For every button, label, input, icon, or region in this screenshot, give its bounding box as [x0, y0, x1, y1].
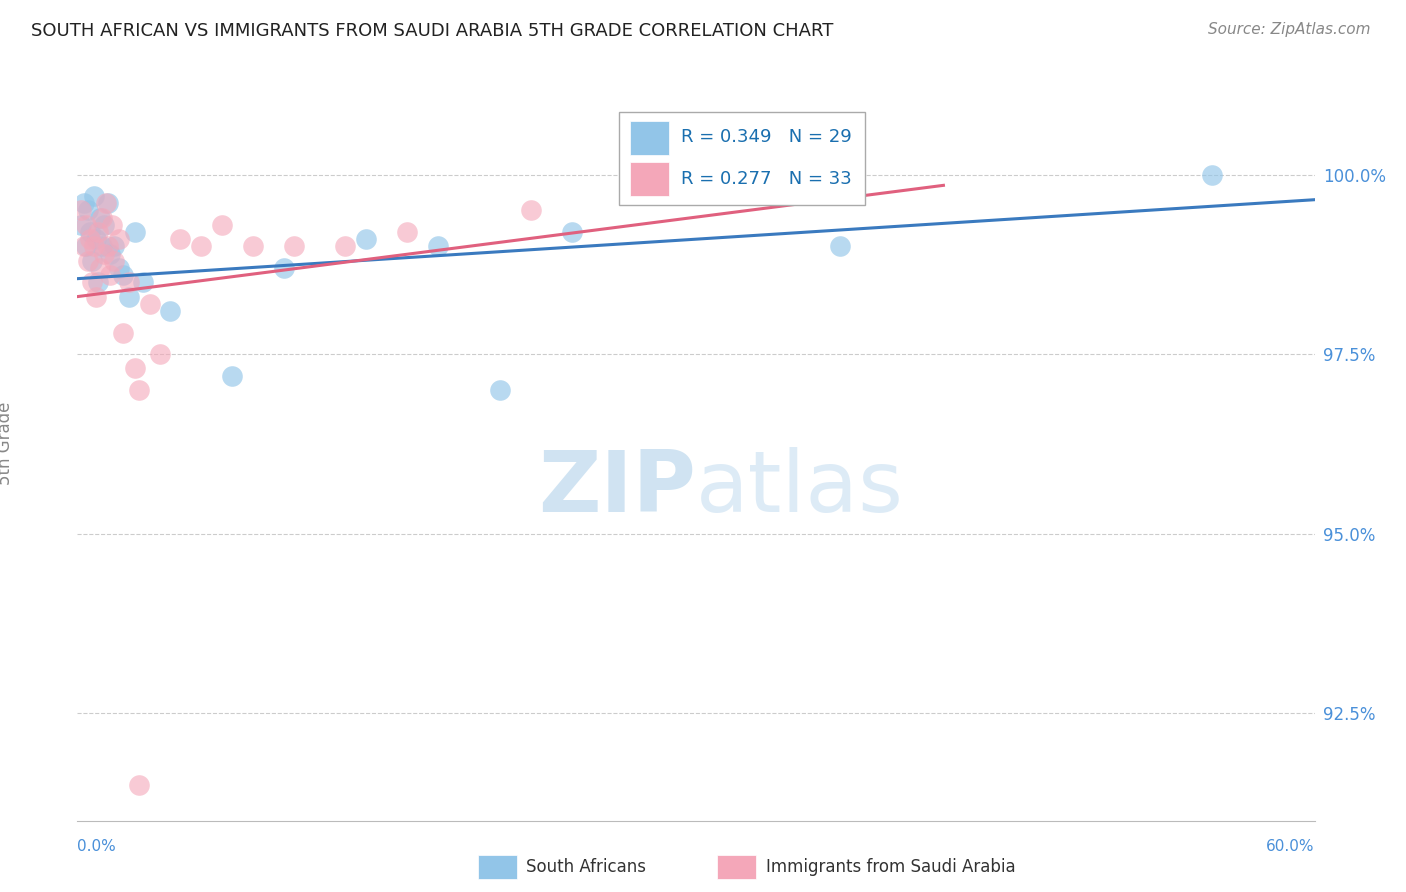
- Point: [830, 239, 852, 253]
- Point: [96, 196, 118, 211]
- Point: [70, 218, 93, 232]
- Point: [103, 253, 125, 268]
- Point: [75, 218, 97, 232]
- Point: [101, 218, 124, 232]
- Point: [124, 225, 146, 239]
- Point: [87, 275, 110, 289]
- Point: [83, 189, 105, 203]
- Point: [84, 232, 107, 246]
- Point: [80, 253, 103, 268]
- Text: atlas: atlas: [696, 448, 904, 531]
- Point: [79, 232, 101, 246]
- Point: [76, 203, 98, 218]
- Point: [132, 275, 155, 289]
- Point: [169, 232, 191, 246]
- Point: [89, 260, 111, 275]
- Point: [211, 218, 233, 232]
- Point: [283, 239, 305, 253]
- Point: [273, 260, 295, 275]
- Point: [118, 275, 141, 289]
- Text: Immigrants from Saudi Arabia: Immigrants from Saudi Arabia: [766, 858, 1017, 876]
- Point: [118, 290, 141, 304]
- Text: SOUTH AFRICAN VS IMMIGRANTS FROM SAUDI ARABIA 5TH GRADE CORRELATION CHART: SOUTH AFRICAN VS IMMIGRANTS FROM SAUDI A…: [31, 22, 834, 40]
- Point: [354, 232, 377, 246]
- Point: [84, 290, 107, 304]
- Text: 5th Grade: 5th Grade: [0, 402, 14, 485]
- Text: 0.0%: 0.0%: [77, 839, 117, 855]
- Point: [91, 239, 114, 253]
- Point: [427, 239, 450, 253]
- Point: [489, 383, 512, 397]
- Point: [111, 268, 134, 282]
- Point: [149, 347, 172, 361]
- Point: [138, 297, 160, 311]
- Point: [190, 239, 212, 253]
- Point: [520, 203, 543, 218]
- Point: [70, 203, 93, 218]
- Point: [396, 225, 419, 239]
- Point: [107, 260, 129, 275]
- Point: [124, 361, 146, 376]
- Point: [97, 239, 120, 253]
- Text: 60.0%: 60.0%: [1267, 839, 1315, 855]
- Text: R = 0.349   N = 29: R = 0.349 N = 29: [681, 128, 851, 145]
- Point: [80, 275, 103, 289]
- Point: [97, 196, 120, 211]
- Point: [98, 268, 121, 282]
- Point: [128, 383, 150, 397]
- Point: [221, 368, 243, 383]
- Point: [93, 246, 115, 260]
- Point: [72, 196, 94, 211]
- Point: [72, 239, 94, 253]
- Point: [103, 239, 125, 253]
- Point: [107, 232, 129, 246]
- Point: [75, 239, 97, 253]
- Point: [128, 778, 150, 792]
- Point: [98, 246, 121, 260]
- Point: [89, 211, 111, 225]
- Point: [83, 239, 105, 253]
- Point: [159, 304, 181, 318]
- Point: [76, 253, 98, 268]
- Point: [111, 326, 134, 340]
- Point: [1201, 168, 1223, 182]
- Point: [242, 239, 264, 253]
- Text: Source: ZipAtlas.com: Source: ZipAtlas.com: [1208, 22, 1371, 37]
- Point: [335, 239, 357, 253]
- Point: [91, 211, 114, 225]
- Point: [561, 225, 583, 239]
- Point: [93, 218, 115, 232]
- Text: R = 0.277   N = 33: R = 0.277 N = 33: [681, 170, 851, 188]
- Point: [79, 225, 101, 239]
- Point: [87, 225, 110, 239]
- Text: South Africans: South Africans: [526, 858, 645, 876]
- Text: ZIP: ZIP: [538, 448, 696, 531]
